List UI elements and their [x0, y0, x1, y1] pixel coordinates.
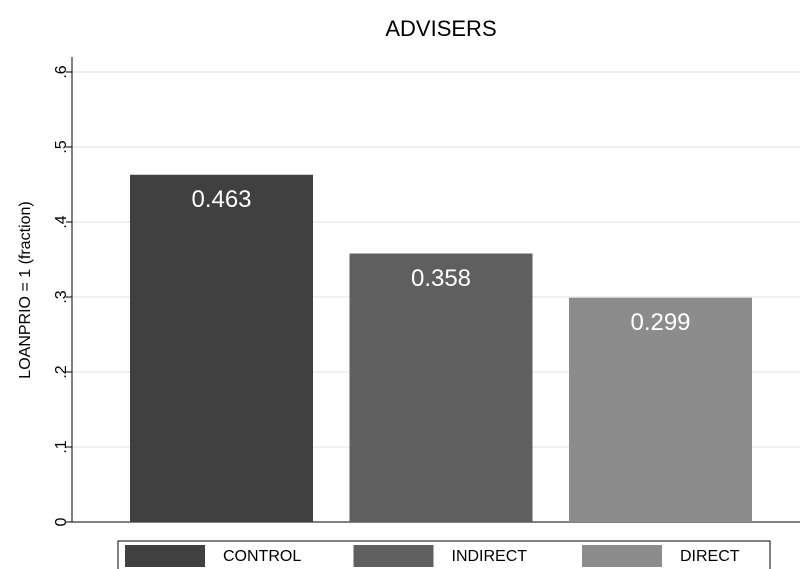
- y-tick-label: 0: [53, 517, 70, 526]
- legend-swatch: [582, 545, 662, 567]
- y-axis-label: LOANPRIO = 1 (fraction): [17, 201, 34, 378]
- legend-label: CONTROL: [223, 548, 301, 565]
- y-tick-label: .3: [53, 290, 70, 303]
- y-tick-label: .5: [53, 140, 70, 153]
- legend-label: DIRECT: [680, 548, 740, 565]
- legend-box: [117, 540, 771, 569]
- legend-label: INDIRECT: [452, 548, 528, 565]
- chart-title: ADVISERS: [385, 16, 496, 41]
- bar: [349, 253, 533, 522]
- y-tick-label: .1: [53, 440, 70, 453]
- value-label: 0.463: [191, 186, 251, 213]
- legend-swatch: [125, 545, 205, 567]
- y-tick-label: .4: [53, 215, 70, 228]
- bar: [130, 174, 313, 522]
- y-tick-label: .2: [53, 365, 70, 378]
- value-label: 0.358: [411, 265, 471, 292]
- y-tick-label: .6: [53, 65, 70, 78]
- bar: [569, 297, 752, 522]
- value-label: 0.299: [630, 309, 690, 336]
- legend-swatch: [353, 545, 434, 567]
